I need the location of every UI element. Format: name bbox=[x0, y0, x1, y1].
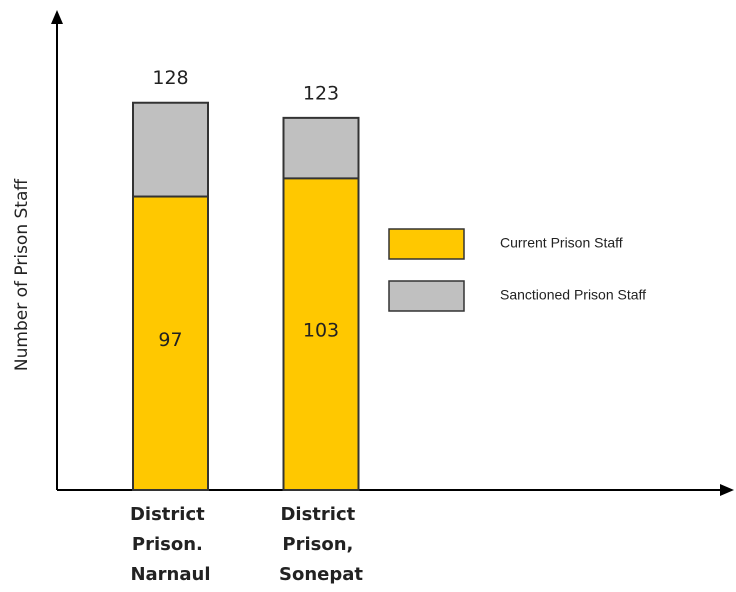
x-tick-label: District Prison. Narnaul bbox=[130, 504, 211, 585]
legend-label: Sanctioned Prison Staff bbox=[500, 287, 646, 303]
x-tick-label: District Prison, Sonepat bbox=[279, 504, 363, 585]
y-axis-label: Number of Prison Staff bbox=[12, 178, 32, 371]
bar bbox=[132, 195, 209, 491]
y-axis-arrow bbox=[51, 10, 63, 24]
value-label: 128 bbox=[152, 67, 188, 89]
value-label: 103 bbox=[303, 320, 339, 342]
legend-swatch bbox=[388, 280, 465, 312]
legend-label: Current Prison Staff bbox=[500, 235, 623, 251]
bar bbox=[282, 177, 360, 491]
value-label: 97 bbox=[158, 329, 182, 351]
legend-swatch bbox=[388, 228, 465, 260]
value-label: 123 bbox=[303, 82, 339, 104]
x-axis-arrow bbox=[720, 484, 734, 496]
